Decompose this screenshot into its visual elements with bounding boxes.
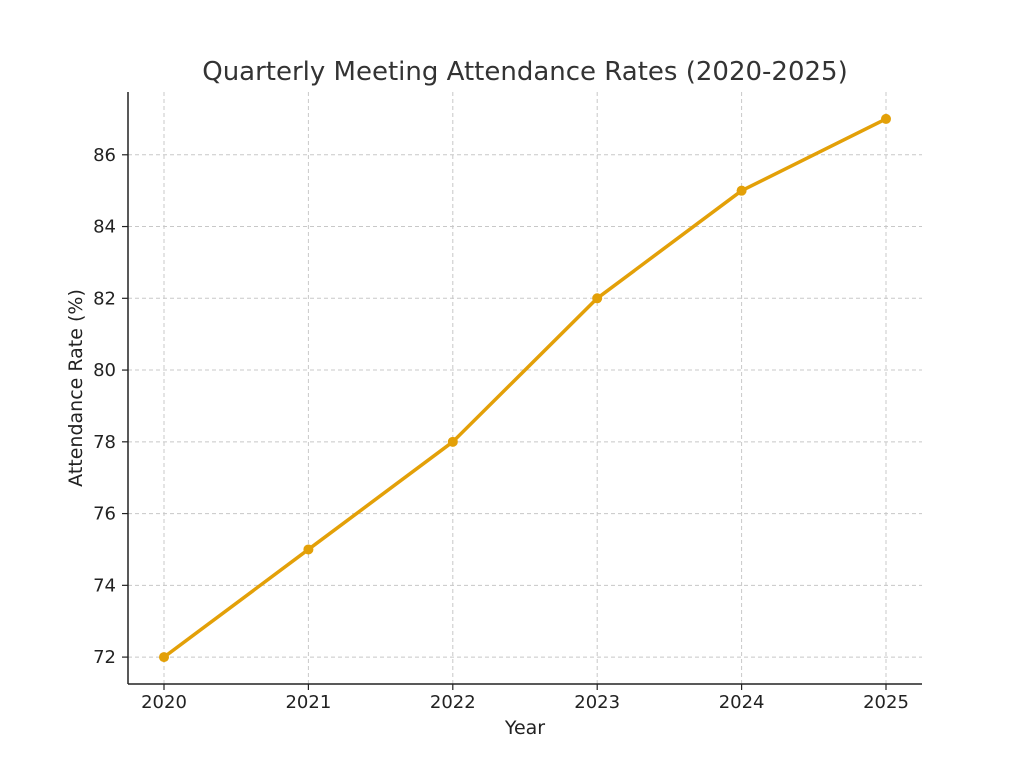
y-tick-label: 82 [93, 288, 116, 309]
x-axis-label: Year [504, 717, 545, 739]
data-point-2020[interactable] [159, 652, 169, 663]
x-tick-label: 2021 [285, 692, 331, 713]
chart-title: Quarterly Meeting Attendance Rates (2020… [202, 57, 848, 87]
x-tick-label: 2024 [719, 692, 765, 713]
data-point-2025[interactable] [881, 113, 891, 124]
y-tick-label: 84 [93, 217, 116, 238]
y-tick-label: 86 [93, 145, 116, 166]
x-tick-label: 2023 [574, 692, 620, 713]
y-tick-label: 80 [93, 360, 116, 381]
y-tick-label: 74 [93, 575, 116, 596]
series-line [162, 117, 888, 659]
y-tick-label: 78 [93, 432, 116, 453]
x-tick-label: 2022 [430, 692, 476, 713]
grid-lines [128, 92, 922, 684]
x-ticks: 2020 2021 2022 2023 2024 2025 [141, 684, 909, 713]
x-tick-label: 2025 [863, 692, 909, 713]
series-group [159, 113, 891, 663]
x-tick-label: 2020 [141, 692, 187, 713]
data-point-2022[interactable] [447, 436, 458, 447]
y-tick-label: 76 [93, 504, 116, 525]
data-point-2023[interactable] [592, 293, 603, 304]
y-ticks: 72 74 76 78 80 82 84 86 [93, 145, 128, 668]
y-axis-label: Attendance Rate (%) [65, 289, 87, 487]
data-point-2024[interactable] [736, 185, 747, 196]
y-tick-label: 72 [93, 647, 116, 668]
data-point-2021[interactable] [303, 544, 314, 555]
